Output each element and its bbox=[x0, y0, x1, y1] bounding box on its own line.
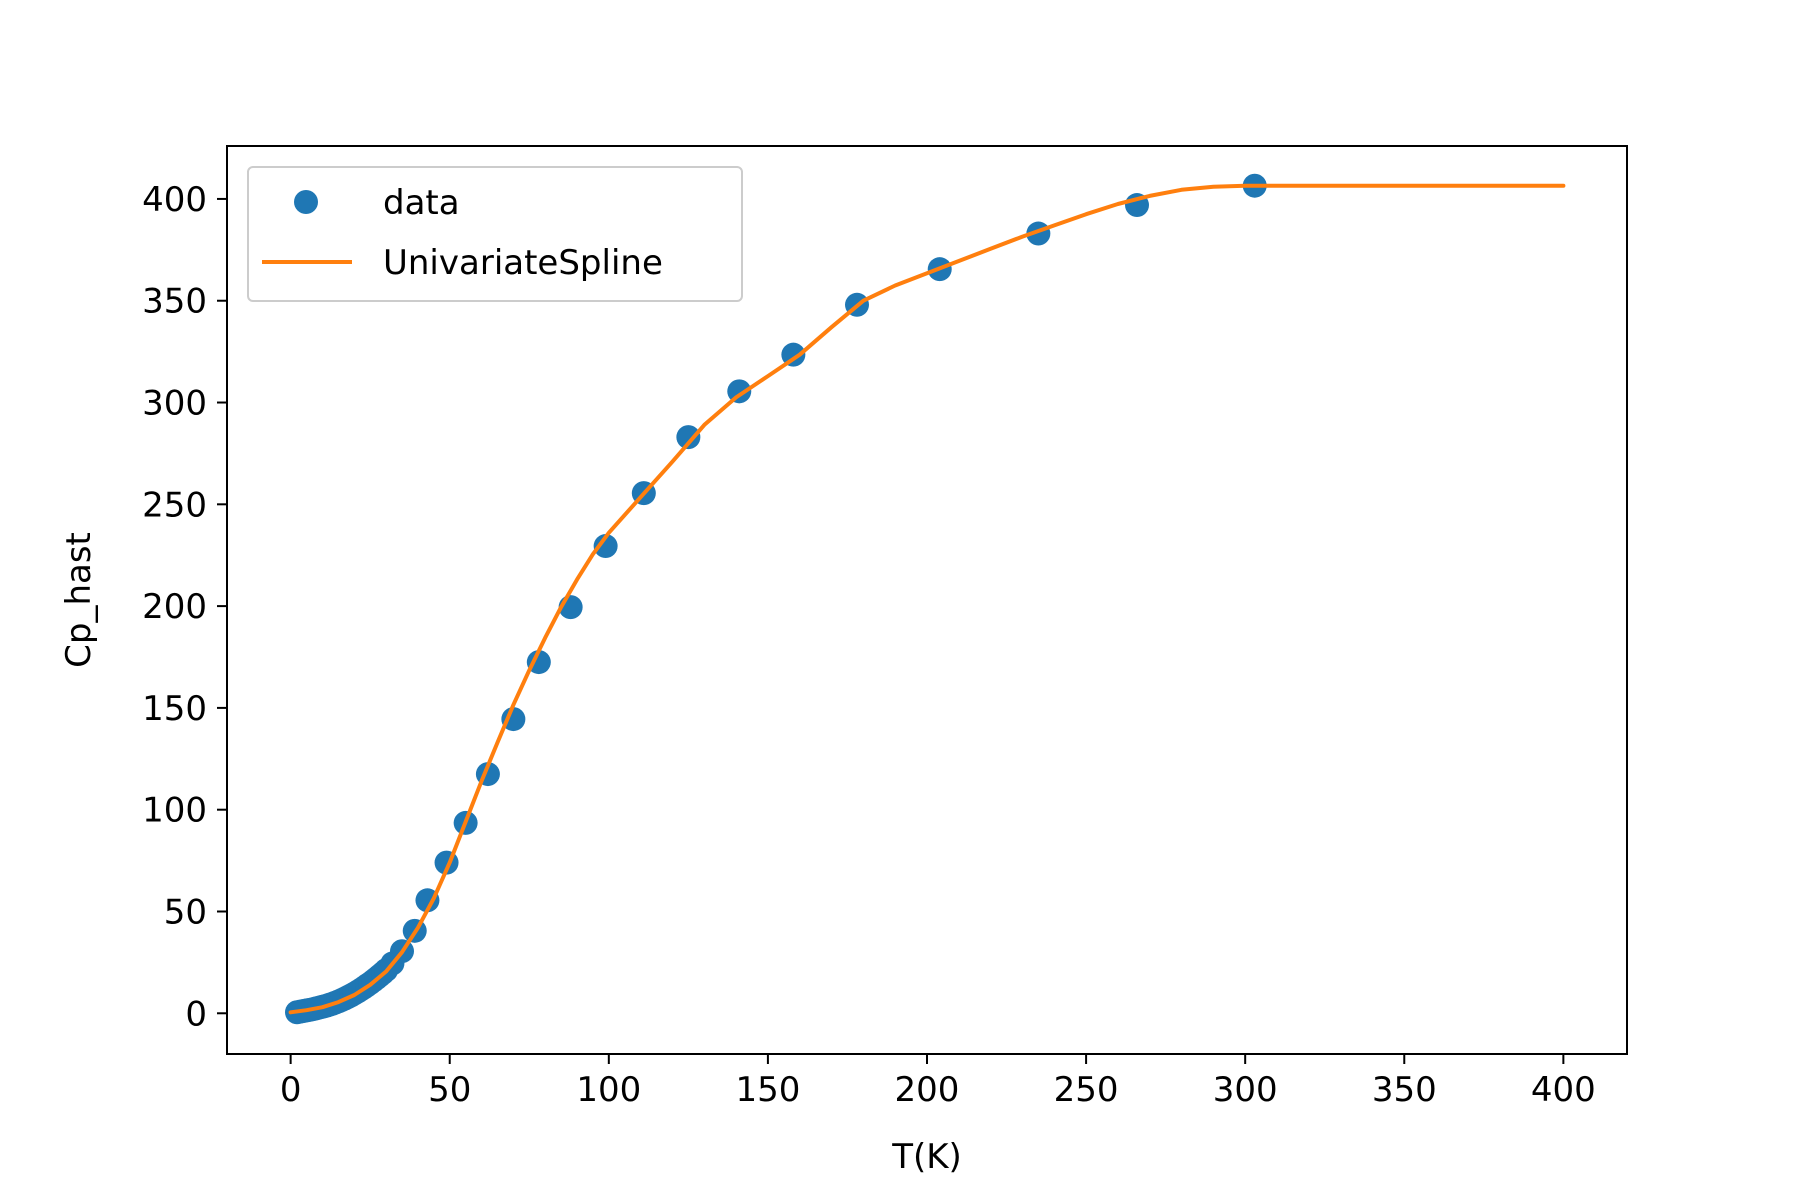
x-axis-label: T(K) bbox=[891, 1137, 962, 1177]
y-tick-label: 150 bbox=[142, 689, 207, 729]
x-tick-label: 100 bbox=[576, 1070, 641, 1110]
x-tick-label: 0 bbox=[280, 1070, 302, 1110]
y-tick-label: 50 bbox=[164, 892, 207, 932]
spline-line bbox=[288, 183, 1566, 1015]
x-tick-label: 200 bbox=[895, 1070, 960, 1110]
series-layer bbox=[285, 173, 1566, 1025]
legend: data UnivariateSpline bbox=[247, 166, 743, 302]
x-tick-label: 300 bbox=[1213, 1070, 1278, 1110]
data-point bbox=[676, 425, 701, 450]
y-tick-label: 100 bbox=[142, 791, 207, 831]
y-tick-label: 350 bbox=[142, 282, 207, 322]
y-axis-label: Cp_hast bbox=[59, 532, 99, 668]
data-point bbox=[593, 534, 618, 559]
y-tick-label: 300 bbox=[142, 384, 207, 424]
data-point bbox=[501, 707, 526, 732]
legend-label-spline: UnivariateSpline bbox=[383, 243, 663, 283]
y-axis-ticks: 0 50 100 150 200 250 300 350 400 bbox=[142, 180, 227, 1034]
legend-marker-data bbox=[294, 190, 318, 214]
y-tick-label: 0 bbox=[185, 994, 207, 1034]
y-tick-label: 400 bbox=[142, 180, 207, 220]
legend-label-data: data bbox=[383, 183, 460, 223]
data-point bbox=[526, 650, 551, 675]
y-tick-label: 250 bbox=[142, 485, 207, 525]
x-tick-label: 50 bbox=[428, 1070, 471, 1110]
x-axis-ticks: 0 50 100 150 200 250 300 350 400 bbox=[280, 1054, 1596, 1110]
legend-box bbox=[247, 166, 743, 302]
x-tick-label: 250 bbox=[1054, 1070, 1119, 1110]
x-tick-label: 350 bbox=[1372, 1070, 1437, 1110]
y-tick-label: 200 bbox=[142, 587, 207, 627]
x-tick-label: 400 bbox=[1531, 1070, 1596, 1110]
x-tick-label: 150 bbox=[735, 1070, 800, 1110]
